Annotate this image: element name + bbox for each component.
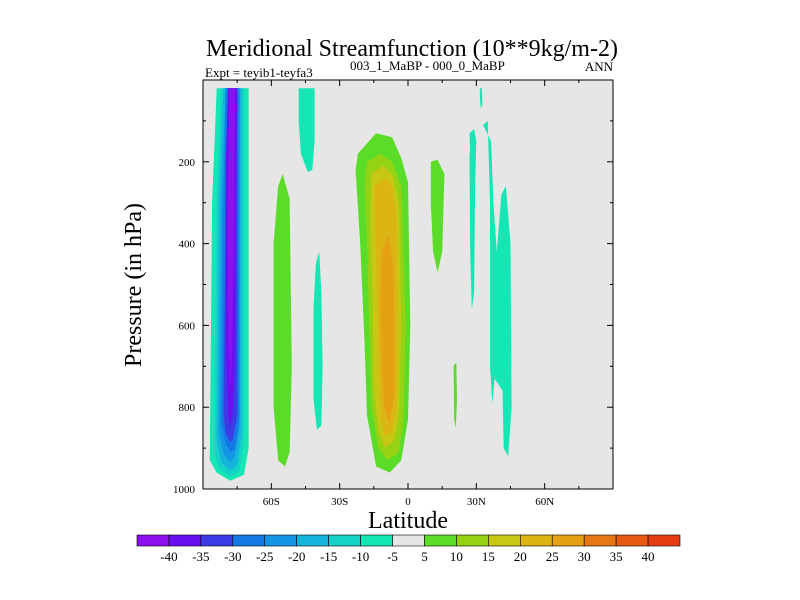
colorbar-box: [264, 534, 298, 547]
contour-sh-cell: [209, 88, 249, 481]
colorbar-box: [647, 534, 681, 547]
contour-nh-positive-strip: [430, 159, 445, 273]
contour-sh-band-positive: [273, 174, 292, 467]
colorbar-label: 25: [546, 549, 559, 564]
contour-fill-nh-negative-strip-mid-level--5: [469, 149, 476, 309]
colorbar-label: 40: [642, 549, 655, 564]
contour-fill-tropical-cell-level-25: [380, 235, 395, 424]
y-tick-label: 1000: [173, 484, 196, 496]
contour-fill-sh-cell-level--40: [227, 88, 235, 391]
x-tick-label: 60N: [535, 496, 554, 508]
contour-fill-sh-band-negative-lower-level--5: [313, 251, 323, 430]
x-tick-label: 30S: [331, 496, 348, 508]
colorbar-label: 15: [482, 549, 495, 564]
y-axis-label: Pressure (in hPa): [121, 203, 147, 367]
colorbar-box: [360, 534, 393, 547]
colorbar-label: 35: [610, 549, 623, 564]
colorbar-box: [200, 534, 234, 547]
colorbar-box: [488, 534, 521, 547]
colorbar-box: [551, 534, 585, 547]
x-axis-label: Latitude: [368, 508, 448, 534]
contour-tropical-cell: [355, 133, 411, 473]
colorbar-label: -30: [224, 549, 241, 564]
colorbar-box: [136, 534, 170, 547]
colorbar-box: [232, 534, 266, 547]
subtitle-left: Expt = teyib1-teyfa3: [205, 65, 313, 80]
contour-fill-nh-negative-strip-topthin-level--5: [479, 88, 483, 109]
contour-fill-sh-band-negative-upper-level--5: [298, 88, 315, 172]
contour-nh-negative-strip-topthin: [479, 88, 483, 109]
colorbar: -40 -35 -30 -25 -20 -15 -10 -5 5 10 15 20 25 30 35 40: [136, 534, 681, 564]
contour-sh-band-negative-upper: [298, 88, 315, 172]
contour-fill-sh-band-positive-level-5: [273, 174, 292, 467]
colorbar-box: [424, 534, 457, 547]
colorbar-label: -5: [387, 549, 398, 564]
colorbar-label: -40: [160, 549, 177, 564]
contour-nh-negative-right: [483, 120, 512, 457]
colorbar-label: 30: [578, 549, 591, 564]
colorbar-box: [296, 534, 329, 547]
colorbar-box: [456, 534, 489, 547]
x-tick-label: 60S: [263, 496, 280, 508]
colorbar-box: [392, 534, 425, 547]
colorbar-box: [168, 534, 202, 547]
axis-layer: 60S 30S 0 30N 60N 200 400 600 800 1000: [173, 80, 613, 508]
colorbar-label: -15: [320, 549, 337, 564]
colorbar-box: [583, 534, 617, 547]
chart-title: Meridional Streamfunction (10**9kg/m-2): [206, 36, 618, 62]
subtitle-right: ANN: [585, 59, 614, 74]
contour-nh-positive-thin: [453, 362, 457, 428]
subtitle-left-super: 003_1_MaBP - 000_0_MaBP: [350, 58, 505, 73]
colorbar-label: -35: [192, 549, 209, 564]
y-tick-label: 200: [179, 157, 196, 169]
contour-nh-negative-strip-mid: [469, 149, 476, 309]
colorbar-label: -10: [352, 549, 369, 564]
colorbar-box: [328, 534, 361, 547]
contour-fill-nh-positive-strip-level-5: [430, 159, 445, 273]
contour-sh-band-negative-lower: [313, 251, 323, 430]
y-tick-label: 400: [179, 239, 196, 251]
colorbar-label: 20: [514, 549, 527, 564]
y-tick-label: 600: [179, 320, 196, 332]
colorbar-box: [519, 534, 553, 547]
colorbar-box: [615, 534, 649, 547]
colorbar-label: -20: [288, 549, 305, 564]
x-tick-label: 0: [405, 496, 411, 508]
y-tick-label: 800: [179, 402, 196, 414]
x-tick-label: 30N: [467, 496, 486, 508]
colorbar-label: 10: [450, 549, 463, 564]
contour-fill-nh-positive-thin-level-5: [453, 362, 457, 428]
contour-layer: [209, 88, 512, 481]
colorbar-label: 5: [421, 549, 428, 564]
colorbar-label: -25: [256, 549, 273, 564]
contour-fill-nh-negative-right-level--5: [483, 120, 512, 457]
